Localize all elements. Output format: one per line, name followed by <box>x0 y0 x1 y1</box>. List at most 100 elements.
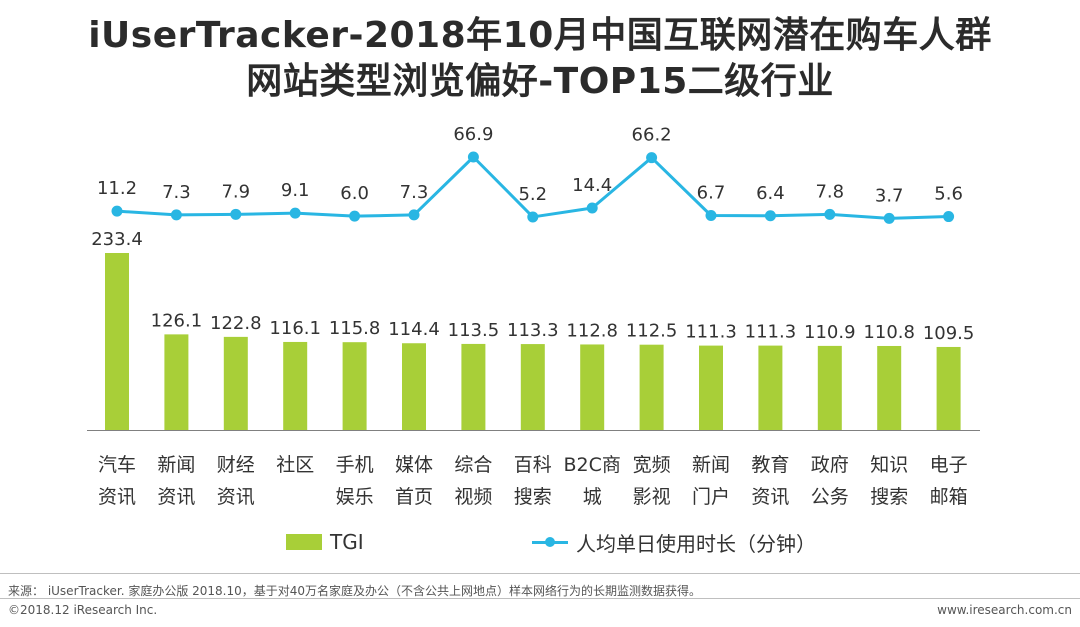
bar-value-label: 111.3 <box>685 322 737 343</box>
x-tick-label: 社区 <box>276 454 314 476</box>
website-link[interactable]: www.iresearch.com.cn <box>937 603 1072 617</box>
bar-value-label: 113.3 <box>507 320 559 341</box>
x-tick-label: 政府 <box>811 454 849 476</box>
chart-title-line-1: iUserTracker-2018年10月中国互联网潜在购车人群 <box>88 15 992 56</box>
legend-line-swatch <box>532 534 568 550</box>
legend-item-duration: 人均单日使用时长（分钟） <box>532 528 816 556</box>
line-value-label: 14.4 <box>572 175 612 196</box>
line-value-label: 5.6 <box>934 184 963 205</box>
x-tick-label: 汽车 <box>98 454 136 476</box>
line-value-label: 7.3 <box>400 182 429 203</box>
x-tick-label: 门户 <box>692 486 730 508</box>
bar-value-label: 112.5 <box>626 321 678 342</box>
line-point-duration <box>764 210 776 222</box>
bar-value-label: 114.4 <box>388 319 440 340</box>
x-tick-label: 公务 <box>811 486 849 508</box>
x-tick-label: B2C商 <box>564 454 621 476</box>
x-tick-label: 手机 <box>336 454 374 476</box>
x-tick-label: 财经 <box>217 454 255 476</box>
line-point-duration <box>824 208 836 220</box>
bar-tgi <box>342 342 367 430</box>
x-tick-label: 城 <box>583 486 602 508</box>
bar-tgi <box>461 343 486 430</box>
line-value-label: 11.2 <box>97 178 137 199</box>
x-tick-label: 百科 <box>514 454 552 476</box>
line-value-label: 7.8 <box>815 181 844 202</box>
x-tick-label: 宽频 <box>633 454 671 476</box>
line-point-duration <box>408 209 420 221</box>
bar-value-label: 115.8 <box>329 318 381 339</box>
bar-value-label: 110.9 <box>804 322 856 343</box>
chart-title-line-2: 网站类型浏览偏好-TOP15二级行业 <box>246 61 834 102</box>
line-point-duration <box>527 211 539 223</box>
line-value-label: 6.4 <box>756 183 785 204</box>
bar-value-label: 116.1 <box>269 318 321 339</box>
bar-value-label: 122.8 <box>210 313 262 334</box>
x-tick-label: 娱乐 <box>336 486 374 508</box>
x-tick-label: 电子 <box>930 454 968 476</box>
x-tick-label: 搜索 <box>870 486 908 508</box>
bar-value-label: 113.5 <box>448 320 500 341</box>
bar-value-label: 110.8 <box>863 322 915 343</box>
line-point-duration <box>883 212 895 224</box>
x-tick-label: 资讯 <box>98 486 136 508</box>
bar-value-label: 111.3 <box>745 322 797 343</box>
line-value-label: 5.2 <box>518 184 547 205</box>
x-tick-label: 新闻 <box>157 454 195 476</box>
legend-bar-swatch <box>286 534 322 550</box>
x-tick-label: 首页 <box>395 486 433 508</box>
bar-value-label: 126.1 <box>151 310 203 331</box>
bar-tgi <box>105 253 129 430</box>
source-note: 来源： iUserTracker. 家庭办公版 2018.10，基于对40万名家… <box>8 584 702 598</box>
x-tick-label: 资讯 <box>751 486 789 508</box>
line-value-label: 66.2 <box>632 125 672 146</box>
x-tick-label: 资讯 <box>217 486 255 508</box>
legend-label-tgi: TGI <box>330 530 364 554</box>
bar-tgi <box>639 344 664 430</box>
line-point-duration <box>111 205 123 217</box>
line-point-duration <box>646 152 658 164</box>
bar-tgi <box>699 345 723 430</box>
line-value-label: 6.7 <box>697 182 726 203</box>
copyright-text: ©2018.12 iResearch Inc. <box>8 603 158 617</box>
line-point-duration <box>943 211 955 223</box>
line-value-label: 9.1 <box>281 180 310 201</box>
legend-label-duration: 人均单日使用时长（分钟） <box>576 531 816 556</box>
x-tick-label: 视频 <box>454 486 492 508</box>
line-value-label: 3.7 <box>875 185 904 206</box>
x-tick-label: 新闻 <box>692 454 730 476</box>
line-value-label: 66.9 <box>453 124 493 145</box>
line-value-label: 7.3 <box>162 182 191 203</box>
footer-divider-bottom <box>0 598 1080 599</box>
bar-value-label: 112.8 <box>566 320 618 341</box>
bar-tgi <box>223 336 248 430</box>
x-tick-label: 影视 <box>633 486 671 508</box>
line-point-duration <box>467 151 479 163</box>
bar-tgi <box>580 344 605 430</box>
x-tick-label: 教育 <box>751 454 789 476</box>
line-point-duration <box>289 207 301 219</box>
bar-value-label: 233.4 <box>91 229 143 250</box>
bar-tgi <box>520 344 545 430</box>
bar-tgi <box>936 346 961 430</box>
bar-tgi <box>758 345 783 430</box>
x-tick-label: 知识 <box>870 454 908 476</box>
line-point-duration <box>586 202 598 214</box>
line-value-label: 6.0 <box>340 183 369 204</box>
line-point-duration <box>230 208 242 220</box>
legend-item-tgi: TGI <box>286 528 364 556</box>
line-point-duration <box>170 209 182 221</box>
x-tick-label: 媒体 <box>395 454 433 476</box>
bar-tgi <box>817 345 842 430</box>
x-tick-label: 资讯 <box>157 486 195 508</box>
x-tick-label: 搜索 <box>514 486 552 508</box>
footer-divider-top <box>0 573 1080 574</box>
line-point-duration <box>349 210 361 222</box>
bar-tgi <box>877 345 902 430</box>
bar-tgi <box>283 341 308 430</box>
bar-value-label: 109.5 <box>923 323 975 344</box>
x-tick-label: 邮箱 <box>930 486 968 508</box>
x-tick-label: 综合 <box>454 454 492 476</box>
bar-tgi <box>402 343 426 430</box>
